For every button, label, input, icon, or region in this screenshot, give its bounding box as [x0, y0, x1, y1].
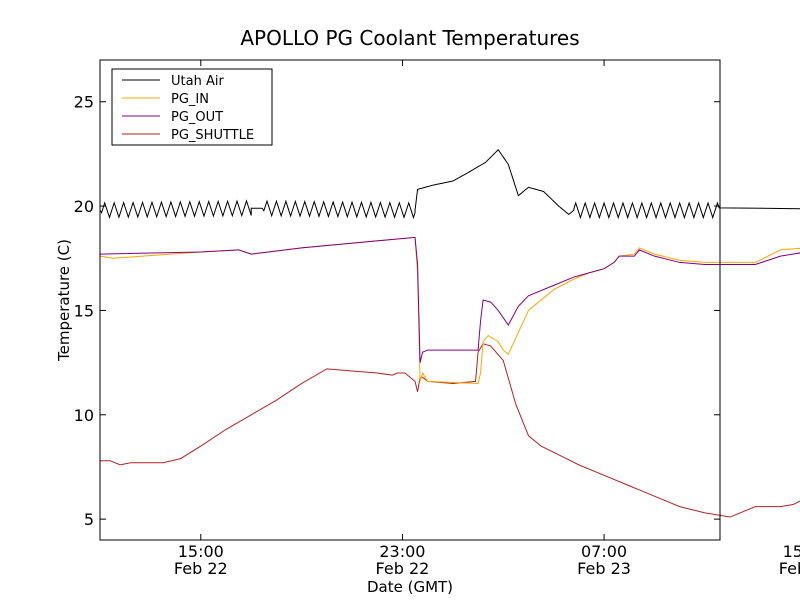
series-line-pg-shuttle	[100, 343, 800, 518]
y-tick-label: 15	[74, 301, 94, 320]
y-tick-label: 10	[74, 406, 94, 425]
x-tick-time-label: 23:00	[379, 542, 425, 561]
x-axis-title: Date (GMT)	[367, 578, 453, 596]
x-tick-time-label: 15:00	[783, 542, 800, 561]
y-axis-title: Temperature (C)	[55, 239, 73, 362]
x-tick-date-label: Feb 22	[174, 559, 228, 578]
x-tick-time-label: 07:00	[581, 542, 627, 561]
x-tick-date-label: Feb 23	[577, 559, 631, 578]
chart-title: APOLLO PG Coolant Temperatures	[240, 26, 579, 50]
legend: Utah Air PG_IN PG_OUT PG_SHUTTLE	[111, 68, 273, 146]
legend-label: PG_IN	[171, 92, 209, 107]
y-tick-label: 25	[74, 93, 94, 112]
legend-box	[111, 68, 273, 146]
legend-label: PG_SHUTTLE	[171, 128, 254, 143]
legend-label: Utah Air	[171, 74, 224, 89]
x-tick-date-label: Feb 23	[779, 559, 800, 578]
plot-frame	[99, 59, 721, 541]
series-line-utah-air	[99, 148, 800, 220]
x-tick-time-label: 15:00	[178, 542, 224, 561]
y-tick-label: 5	[84, 510, 94, 529]
y-tick-label: 20	[74, 197, 94, 216]
legend-entries: Utah Air PG_IN PG_OUT PG_SHUTTLE	[122, 74, 254, 143]
series-line-pg-out	[99, 236, 800, 363]
series-layer	[99, 148, 800, 518]
x-tick-date-label: Feb 22	[376, 559, 430, 578]
legend-label: PG_OUT	[171, 110, 223, 125]
